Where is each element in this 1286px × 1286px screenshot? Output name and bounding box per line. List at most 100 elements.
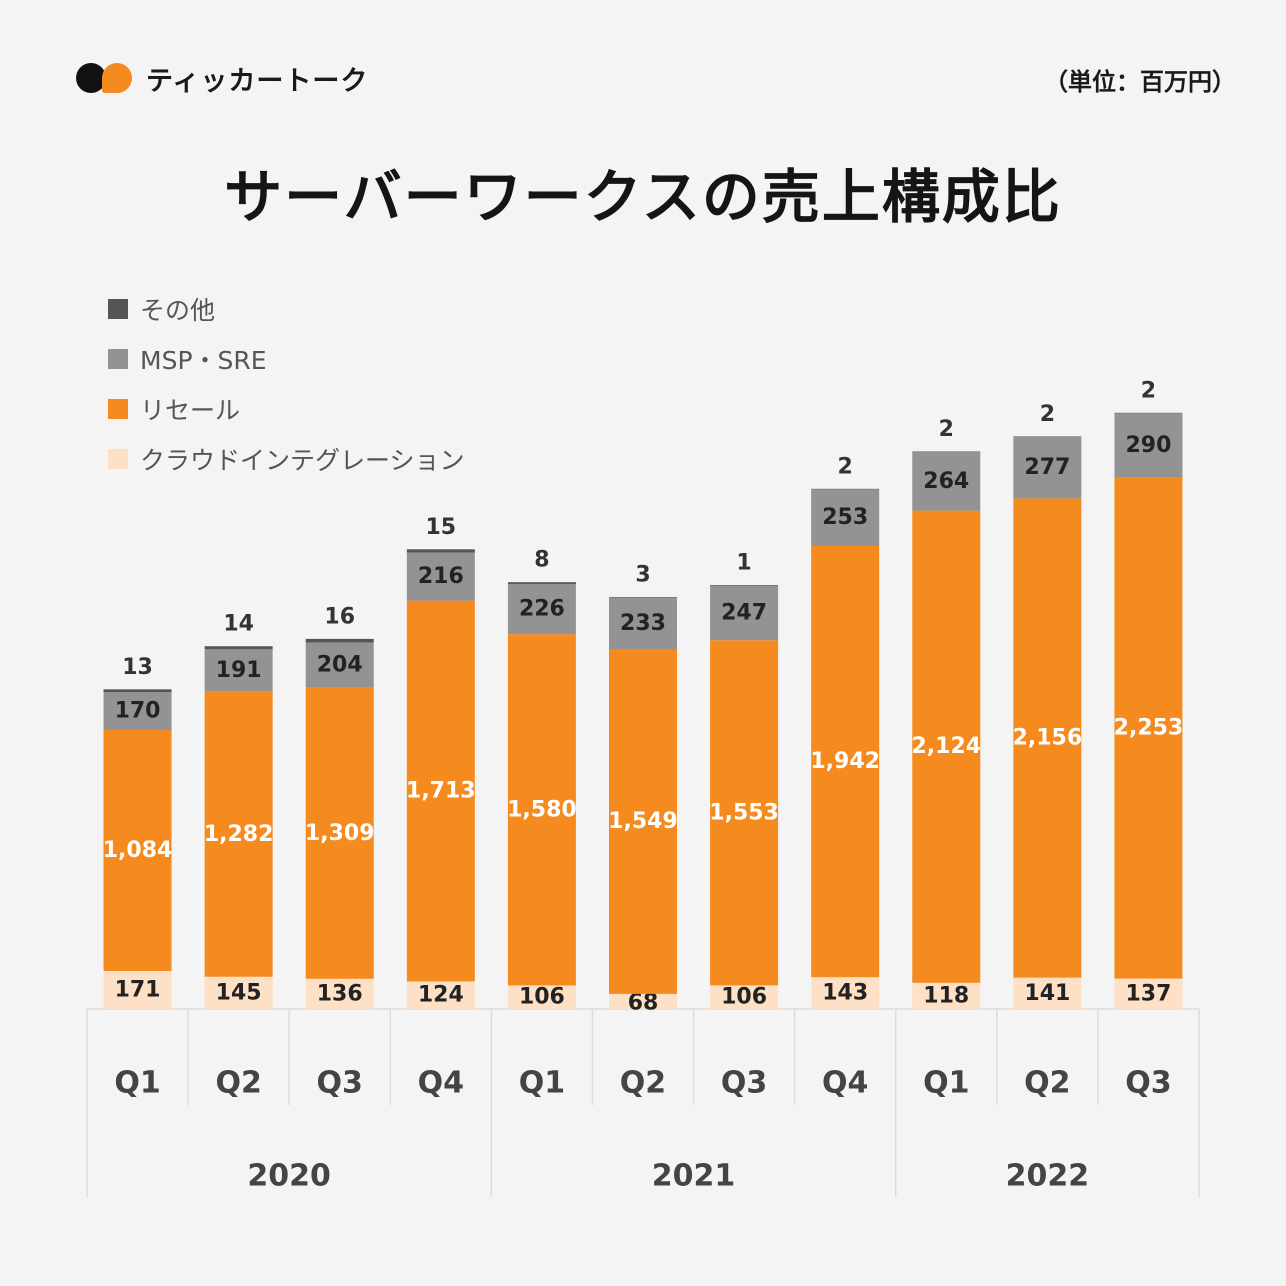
- data-label: 106: [721, 985, 767, 1010]
- data-label: 171: [115, 977, 161, 1002]
- data-label: 1,282: [204, 822, 274, 847]
- x-tick-label: Q2: [1024, 1066, 1070, 1101]
- data-label: 145: [216, 980, 262, 1005]
- data-label: 2,156: [1013, 726, 1083, 751]
- legend-item-other: その他: [108, 284, 465, 334]
- bar-segment: [811, 545, 880, 978]
- data-label: 2,253: [1114, 716, 1184, 741]
- year-label: 2022: [1006, 1159, 1090, 1194]
- legend-item-msp-sre: MSP・SRE: [108, 334, 465, 384]
- data-label: 170: [115, 699, 161, 724]
- data-label: 264: [923, 469, 969, 494]
- legend: その他 MSP・SRE リセール クラウドインテグレーション: [108, 284, 465, 484]
- data-label: 1,713: [406, 779, 476, 804]
- year-label: 2021: [652, 1159, 736, 1194]
- data-label: 1,309: [305, 821, 375, 846]
- bar-segment: [609, 993, 677, 1009]
- logo-text: ティッカートーク: [146, 65, 369, 97]
- legend-swatch-other: [108, 299, 128, 319]
- bar-segment: [305, 642, 374, 688]
- chart-title: サーバーワークスの売上構成比: [224, 163, 1062, 231]
- bar-segment: [204, 646, 273, 650]
- bar-segment: [507, 582, 576, 584]
- data-label: 1: [736, 551, 751, 576]
- data-label: 14: [223, 612, 254, 637]
- data-label: 2,124: [911, 734, 981, 759]
- data-label: 68: [628, 991, 659, 1016]
- legend-label-cloud-integration: クラウドインテグレーション: [140, 446, 465, 475]
- bar-segment: [103, 692, 172, 731]
- data-label: 204: [317, 653, 363, 678]
- data-label: 233: [620, 611, 666, 636]
- x-tick-label: Q1: [923, 1066, 969, 1101]
- legend-item-resale: リセール: [108, 384, 465, 434]
- bar-segment: [507, 583, 576, 635]
- bar-segment: [912, 451, 981, 511]
- data-label: 247: [721, 600, 767, 625]
- legend-swatch-cloud-integration: [108, 449, 128, 469]
- bar-segment: [103, 970, 172, 1009]
- data-label: 141: [1024, 981, 1070, 1006]
- bar-segment: [811, 977, 880, 1009]
- bar-segment: [305, 638, 374, 643]
- bar-segment: [1114, 477, 1183, 979]
- bar-segment: [710, 585, 779, 641]
- bar-segment: [1114, 413, 1183, 478]
- bar-segment: [710, 640, 779, 986]
- data-label: 2: [1040, 402, 1055, 427]
- bar-segment: [507, 634, 576, 986]
- legend-label-other: その他: [140, 296, 216, 325]
- bar-segment: [912, 982, 981, 1009]
- bar-segment: [103, 730, 172, 971]
- bar-segment: [406, 552, 475, 601]
- data-label: 1,084: [103, 838, 173, 863]
- bar-segment: [507, 985, 576, 1009]
- x-tick-label: Q2: [215, 1066, 261, 1101]
- data-label: 2: [939, 417, 954, 442]
- bar-segment: [609, 597, 677, 598]
- year-label: 2020: [247, 1159, 331, 1194]
- bar-segment: [1013, 436, 1082, 499]
- legend-label-msp-sre: MSP・SRE: [140, 346, 267, 375]
- bar-segment: [305, 978, 374, 1009]
- data-label: 16: [324, 604, 355, 629]
- bar-segment: [609, 597, 677, 650]
- x-tick-label: Q3: [721, 1066, 767, 1101]
- bar-segment: [1114, 412, 1183, 414]
- legend-swatch-msp-sre: [108, 349, 128, 369]
- data-label: 15: [426, 515, 457, 540]
- bar-segment: [811, 489, 880, 546]
- x-tick-label: Q3: [317, 1066, 363, 1101]
- data-label: 3: [635, 563, 650, 588]
- x-tick-label: Q1: [519, 1066, 565, 1101]
- legend-swatch-resale: [108, 399, 128, 419]
- x-tick-label: Q4: [822, 1066, 868, 1101]
- bar-segment: [912, 451, 981, 452]
- data-label: 106: [519, 985, 565, 1010]
- x-tick-label: Q3: [1125, 1066, 1171, 1101]
- bar-segment: [406, 981, 475, 1009]
- logo-mark-icon: [76, 61, 136, 95]
- bar-segment: [204, 649, 273, 692]
- bar-segment: [204, 691, 273, 977]
- data-label: 277: [1024, 455, 1070, 480]
- bar-segment: [406, 549, 475, 553]
- bar-segment: [1013, 977, 1082, 1009]
- logo: ティッカートーク: [76, 58, 368, 98]
- data-label: 290: [1125, 433, 1171, 458]
- data-label: 253: [822, 505, 868, 530]
- x-tick-label: Q2: [620, 1066, 666, 1101]
- bar-segment: [710, 985, 779, 1009]
- bar-segment: [204, 976, 273, 1009]
- data-label: 1,942: [810, 749, 880, 774]
- bar-segment: [103, 689, 172, 693]
- data-label: 216: [418, 564, 464, 589]
- data-label: 124: [418, 983, 464, 1008]
- data-label: 226: [519, 597, 565, 622]
- data-label: 2: [1141, 378, 1156, 403]
- legend-label-resale: リセール: [140, 396, 241, 425]
- bar-segment: [1114, 978, 1183, 1009]
- x-tick-label: Q1: [114, 1066, 160, 1101]
- bar-segment: [1013, 498, 1082, 978]
